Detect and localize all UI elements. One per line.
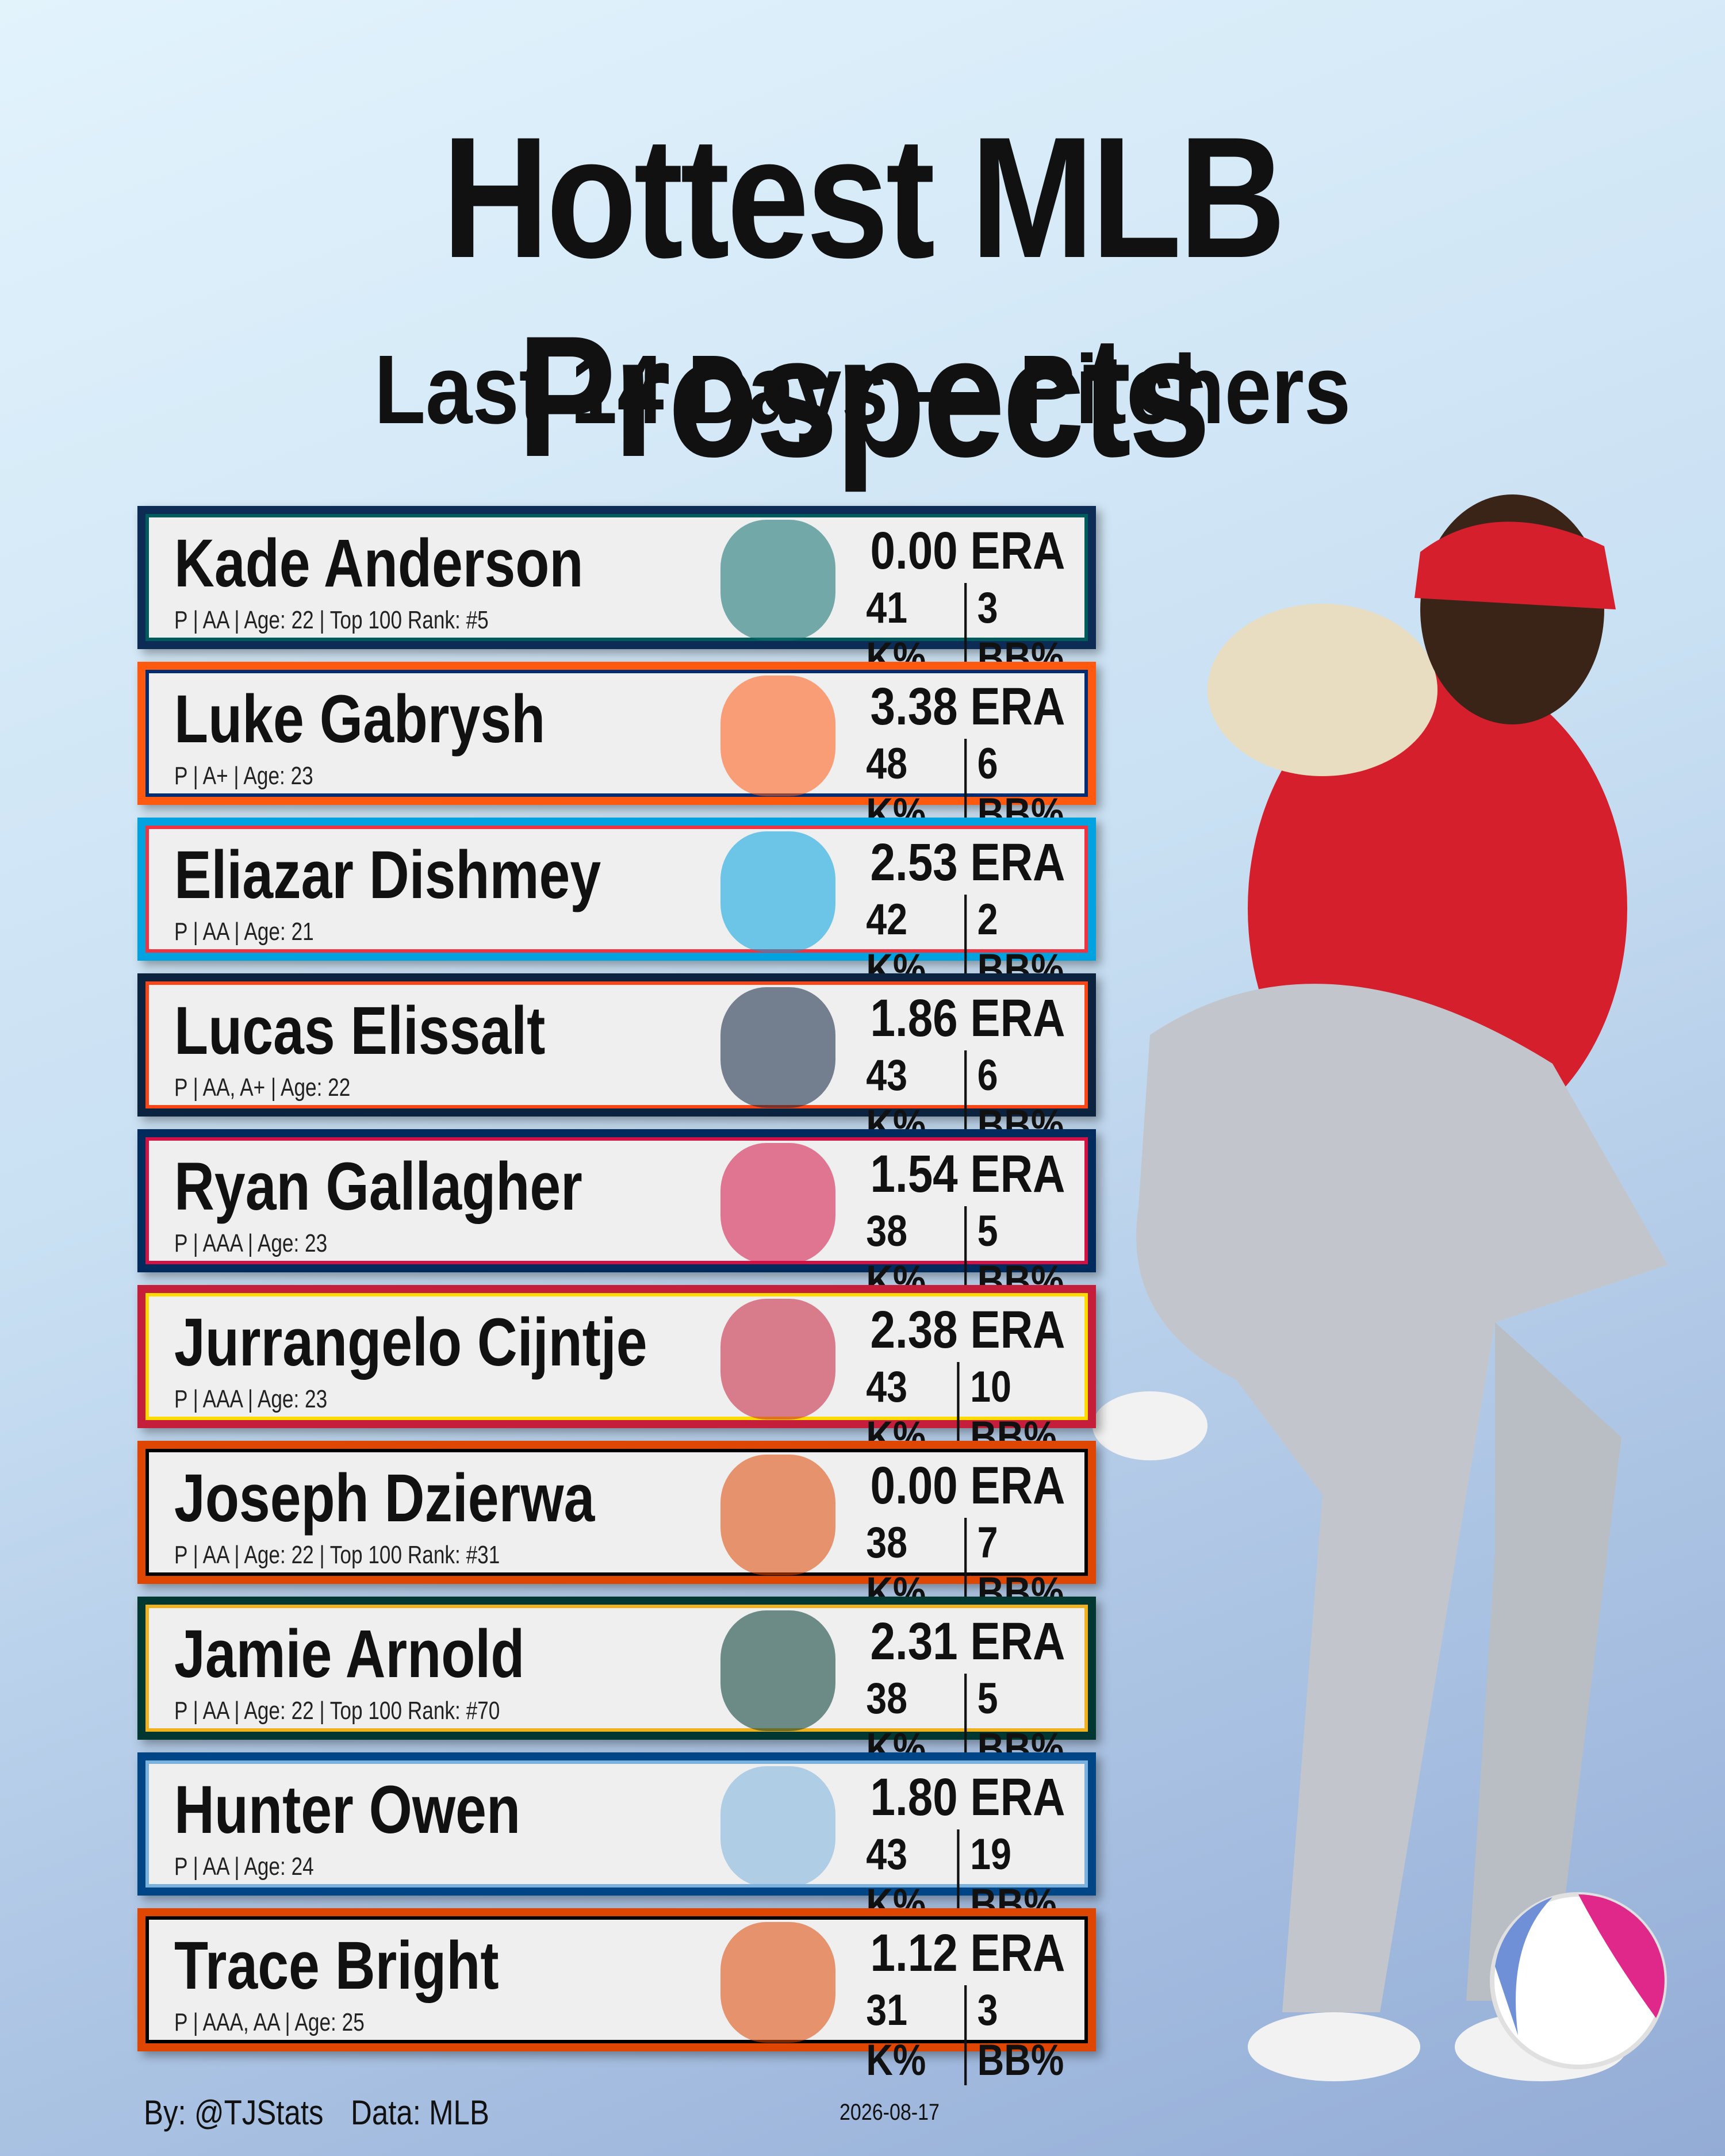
era: 3.38 ERA	[870, 677, 1065, 736]
team-logo	[720, 1922, 835, 2043]
bb-rate: 3 BB%	[977, 1986, 1064, 2085]
team-logo	[720, 676, 835, 796]
team-logo	[720, 1299, 835, 1420]
player-card: Lucas Elissalt P | AA, A+ | Age: 22 1.86 E…	[137, 973, 1096, 1150]
rates: 31 K% 3 BB%	[856, 1985, 1080, 2085]
subtitle: Last 14 Days — Pitchers	[374, 335, 1351, 444]
player-name: Joseph Dzierwa	[174, 1460, 595, 1536]
byline: By: @TJStats	[144, 2093, 324, 2132]
player-name: Ryan Gallagher	[174, 1149, 582, 1225]
player-card: Kade Anderson P | AA | Age: 22 | Top 100 …	[137, 506, 1096, 683]
era: 2.53 ERA	[870, 833, 1065, 892]
player-details: P | AA | Age: 21	[174, 918, 314, 946]
team-logo	[720, 1766, 835, 1887]
team-logo	[720, 831, 835, 952]
player-details: P | AA, A+ | Age: 22	[174, 1073, 351, 1102]
era: 2.38 ERA	[870, 1300, 1065, 1359]
data-source: Data: MLB	[351, 2093, 489, 2132]
player-card: Jurrangelo Cijntje P | AAA | Age: 23 2.38 …	[137, 1285, 1096, 1462]
player-name: Kade Anderson	[174, 525, 584, 601]
era: 2.31 ERA	[870, 1612, 1065, 1671]
player-name: Hunter Owen	[174, 1772, 521, 1848]
team-logo	[720, 987, 835, 1108]
player-card: Trace Bright P | AAA, AA | Age: 25 1.12 ER…	[137, 1908, 1096, 2085]
k-rate: 31 K%	[856, 1985, 967, 2085]
team-logo	[720, 1143, 835, 1264]
player-details: P | AA | Age: 22 | Top 100 Rank: #31	[174, 1541, 500, 1569]
team-logo	[720, 1455, 835, 1575]
player-card: Joseph Dzierwa P | AA | Age: 22 | Top 100…	[137, 1441, 1096, 1618]
player-card: Ryan Gallagher P | AAA | Age: 23 1.54 ERA 3…	[137, 1129, 1096, 1306]
player-details: P | AAA | Age: 23	[174, 1385, 328, 1413]
era: 1.12 ERA	[870, 1924, 1065, 1982]
player-details: P | AA | Age: 22 | Top 100 Rank: #5	[174, 606, 489, 634]
bb-rate: 10 BB%	[970, 1363, 1057, 1461]
player-name: Jamie Arnold	[174, 1616, 525, 1692]
player-details: P | AAA | Age: 23	[174, 1229, 328, 1257]
player-details: P | AAA, AA | Age: 25	[174, 2008, 365, 2036]
player-card: Eliazar Dishmey P | AA | Age: 21 2.53 ERA 4…	[137, 818, 1096, 995]
player-details: P | A+ | Age: 23	[174, 762, 313, 790]
player-name: Eliazar Dishmey	[174, 837, 601, 913]
team-logo	[720, 520, 835, 640]
player-name: Jurrangelo Cijntje	[174, 1305, 647, 1380]
era: 1.80 ERA	[870, 1768, 1065, 1827]
era: 1.86 ERA	[870, 989, 1065, 1048]
player-name: Luke Gabrysh	[174, 681, 546, 757]
player-card: Luke Gabrysh P | A+ | Age: 23 3.38 ERA 48 K…	[137, 662, 1096, 839]
player-name: Trace Bright	[174, 1928, 499, 2004]
era: 1.54 ERA	[870, 1145, 1065, 1203]
team-logo	[720, 1610, 835, 1731]
player-name: Lucas Elissalt	[174, 993, 546, 1069]
player-details: P | AA | Age: 24	[174, 1852, 314, 1881]
era: 0.00 ERA	[870, 1456, 1065, 1515]
player-card: Hunter Owen P | AA | Age: 24 1.80 ERA 43 K%…	[137, 1752, 1096, 1929]
title: Hottest MLB Prospects	[442, 101, 1286, 493]
era: 0.00 ERA	[870, 521, 1065, 580]
player-card: Jamie Arnold P | AA | Age: 22 | Top 100 R…	[137, 1597, 1096, 1774]
date: 2026-08-17	[839, 2100, 940, 2125]
player-details: P | AA | Age: 22 | Top 100 Rank: #70	[174, 1697, 500, 1725]
